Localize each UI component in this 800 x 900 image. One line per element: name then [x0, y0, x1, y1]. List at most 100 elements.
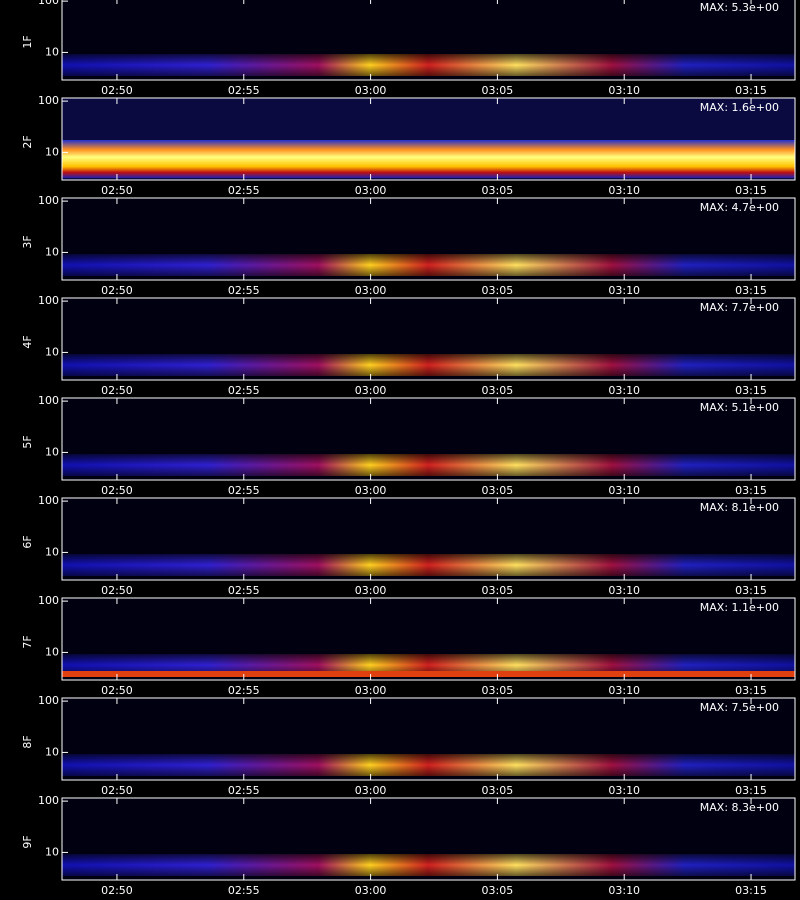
x-tick-label: 03:05: [482, 84, 514, 97]
x-tick-label: 03:15: [735, 884, 767, 897]
x-tick-label: 03:00: [355, 884, 387, 897]
x-tick-label: 03:05: [482, 584, 514, 597]
spectrogram-shade: [62, 254, 795, 276]
plot-frame: [61, 0, 796, 81]
plot-frame: [61, 197, 796, 281]
x-tick-label: 03:10: [608, 684, 640, 697]
x-tick-label: 03:05: [482, 484, 514, 497]
x-tick-label: 03:00: [355, 184, 387, 197]
y-axis-label: 5F: [21, 435, 34, 448]
x-tick-label: 02:55: [228, 784, 260, 797]
y-tick-label: 100: [38, 294, 59, 307]
y-tick-label: 10: [45, 445, 59, 458]
x-tick-label: 03:00: [355, 384, 387, 397]
x-tick-label: 03:10: [608, 584, 640, 597]
y-tick-label: 100: [38, 94, 59, 107]
y-axis-label: 6F: [21, 535, 34, 548]
max-annotation: MAX: 5.1e+00: [700, 401, 779, 414]
x-tick-label: 03:15: [735, 684, 767, 697]
y-axis-label: 3F: [21, 235, 34, 248]
x-tick-label: 03:15: [735, 384, 767, 397]
y-tick-label: 100: [38, 594, 59, 607]
spectrogram-band: [62, 140, 795, 178]
x-tick-label: 03:15: [735, 84, 767, 97]
plot-frame: [61, 297, 796, 381]
y-axis-label: 8F: [21, 735, 34, 748]
x-tick-label: 03:00: [355, 284, 387, 297]
y-tick-label: 100: [38, 694, 59, 707]
x-tick-label: 02:50: [101, 284, 133, 297]
x-tick-label: 03:10: [608, 884, 640, 897]
max-annotation: MAX: 8.1e+00: [700, 501, 779, 514]
x-tick-label: 03:00: [355, 684, 387, 697]
max-annotation: MAX: 1.1e+00: [700, 601, 779, 614]
x-tick-label: 03:15: [735, 184, 767, 197]
plot-frame: [61, 497, 796, 581]
y-tick-label: 100: [38, 194, 59, 207]
x-tick-label: 02:50: [101, 884, 133, 897]
x-tick-label: 03:05: [482, 884, 514, 897]
x-tick-label: 02:55: [228, 684, 260, 697]
x-tick-label: 02:50: [101, 184, 133, 197]
x-tick-label: 03:00: [355, 784, 387, 797]
x-tick-label: 02:50: [101, 584, 133, 597]
x-tick-label: 03:10: [608, 284, 640, 297]
x-tick-label: 03:15: [735, 784, 767, 797]
x-tick-label: 02:50: [101, 784, 133, 797]
plot-frame: [61, 397, 796, 481]
y-tick-label: 10: [45, 745, 59, 758]
spectrogram-shade: [62, 854, 795, 876]
x-tick-label: 03:05: [482, 384, 514, 397]
x-tick-label: 03:15: [735, 484, 767, 497]
x-tick-label: 03:10: [608, 484, 640, 497]
x-tick-label: 02:55: [228, 384, 260, 397]
x-tick-label: 03:10: [608, 84, 640, 97]
spectrogram-shade: [62, 754, 795, 776]
x-tick-label: 02:55: [228, 584, 260, 597]
max-annotation: MAX: 7.5e+00: [700, 701, 779, 714]
x-tick-label: 03:05: [482, 784, 514, 797]
max-annotation: MAX: 1.6e+00: [700, 101, 779, 114]
spectrogram-strip: [62, 671, 795, 677]
x-tick-label: 02:50: [101, 384, 133, 397]
x-tick-label: 02:50: [101, 84, 133, 97]
x-tick-label: 02:55: [228, 84, 260, 97]
y-tick-label: 10: [45, 145, 59, 158]
spectrogram-shade: [62, 654, 795, 676]
y-tick-label: 100: [38, 394, 59, 407]
x-tick-label: 03:10: [608, 784, 640, 797]
y-tick-label: 100: [38, 794, 59, 807]
x-tick-label: 03:15: [735, 284, 767, 297]
y-tick-label: 100: [38, 0, 59, 7]
max-annotation: MAX: 4.7e+00: [700, 201, 779, 214]
plot-frame: [61, 797, 796, 881]
y-axis-label: 9F: [21, 835, 34, 848]
max-annotation: MAX: 8.3e+00: [700, 801, 779, 814]
y-tick-label: 10: [45, 545, 59, 558]
spectrogram-shade: [62, 454, 795, 476]
x-tick-label: 03:05: [482, 284, 514, 297]
y-tick-label: 10: [45, 345, 59, 358]
x-tick-label: 03:00: [355, 484, 387, 497]
x-tick-label: 03:15: [735, 584, 767, 597]
spectrogram-shade: [62, 354, 795, 376]
y-axis-label: 7F: [21, 635, 34, 648]
x-tick-label: 02:50: [101, 484, 133, 497]
plot-frame: [61, 97, 796, 181]
y-axis-label: 4F: [21, 335, 34, 348]
plot-frame: [61, 597, 796, 681]
y-tick-label: 100: [38, 494, 59, 507]
max-annotation: MAX: 5.3e+00: [700, 1, 779, 14]
x-tick-label: 02:55: [228, 484, 260, 497]
x-tick-label: 03:10: [608, 184, 640, 197]
max-annotation: MAX: 7.7e+00: [700, 301, 779, 314]
y-tick-label: 10: [45, 645, 59, 658]
x-tick-label: 03:00: [355, 584, 387, 597]
spectrogram-shade: [62, 554, 795, 576]
x-tick-label: 03:10: [608, 384, 640, 397]
y-tick-label: 10: [45, 45, 59, 58]
spectrogram-shade: [62, 54, 795, 76]
y-axis-label: 2F: [21, 135, 34, 148]
y-axis-label: 1F: [21, 35, 34, 48]
